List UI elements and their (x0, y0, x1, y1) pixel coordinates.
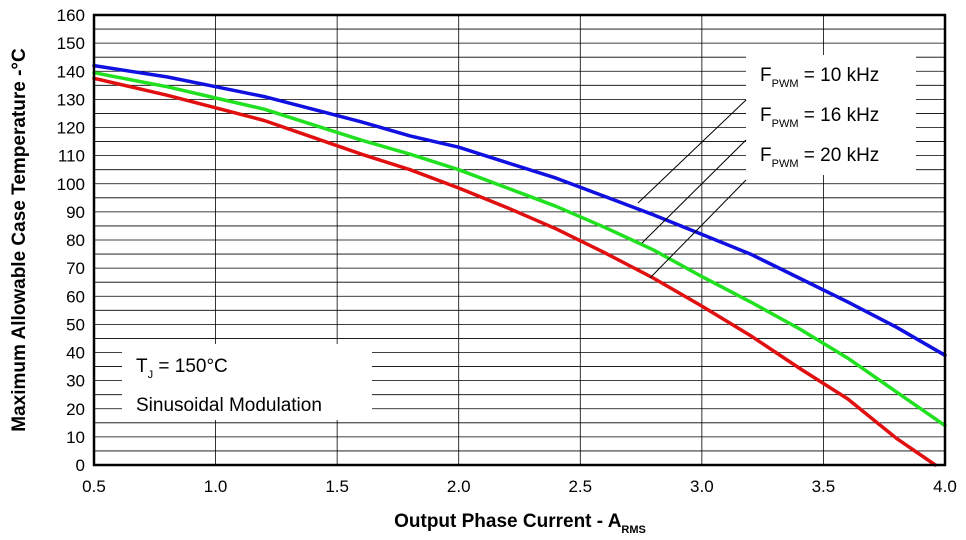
y-tick-label: 50 (66, 315, 85, 334)
x-tick-label: 3.0 (690, 477, 714, 496)
y-tick-label: 10 (66, 428, 85, 447)
y-tick-label: 130 (57, 90, 85, 109)
legend-item-16khz: FPWM = 16 kHz (760, 105, 879, 130)
x-tick-label: 3.5 (812, 477, 836, 496)
y-tick-label: 80 (66, 231, 85, 250)
x-tick-label: 1.5 (325, 477, 349, 496)
y-tick-label: 60 (66, 287, 85, 306)
y-tick-label: 40 (66, 344, 85, 363)
y-axis-title: Maximum Allowable Case Temperature -°C (9, 48, 30, 432)
annotation-junction-temp: TJ = 150°C (136, 356, 228, 381)
x-tick-label: 1.0 (204, 477, 228, 496)
series-line-2 (92, 76, 938, 467)
tick-labels: 0.5 1.0 1.5 2.0 2.5 3.0 3.5 4.0 0 10 20 30 40 50 60 70 8… (57, 6, 957, 496)
y-tick-label: 120 (57, 119, 85, 138)
y-tick-label: 70 (66, 259, 85, 278)
annotation-box (122, 344, 372, 420)
y-tick-label: 100 (57, 175, 85, 194)
conditions-annotation: TJ = 150°C Sinusoidal Modulation (122, 344, 372, 420)
x-tick-label: 2.0 (447, 477, 471, 496)
y-tick-label: 150 (57, 34, 85, 53)
legend-item-20khz: FPWM = 20 kHz (760, 145, 879, 170)
y-tick-label: 0 (76, 456, 85, 475)
y-tick-label: 140 (57, 62, 85, 81)
plot-frame (92, 13, 947, 467)
legend-leader-10khz (637, 99, 747, 204)
y-tick-label: 160 (57, 6, 85, 25)
series-line-1 (92, 70, 947, 428)
legend: FPWM = 10 kHz FPWM = 16 kHz FPWM = 20 kH… (637, 55, 916, 279)
series-line-0 (92, 63, 947, 358)
y-tick-label: 90 (66, 203, 85, 222)
y-tick-label: 30 (66, 372, 85, 391)
legend-leader-16khz (641, 139, 747, 244)
y-tick-label: 110 (58, 147, 85, 166)
x-tick-label: 2.5 (568, 477, 592, 496)
x-tick-label: 0.5 (82, 477, 106, 496)
annotation-modulation: Sinusoidal Modulation (136, 395, 322, 416)
legend-leader-20khz (649, 179, 747, 279)
legend-box (746, 55, 916, 175)
y-tick-label: 20 (66, 400, 85, 419)
series-lines (92, 63, 947, 467)
legend-item-10khz: FPWM = 10 kHz (760, 65, 879, 90)
x-tick-label: 4.0 (933, 477, 957, 496)
x-axis-title: Output Phase Current - ARMS (394, 511, 646, 536)
